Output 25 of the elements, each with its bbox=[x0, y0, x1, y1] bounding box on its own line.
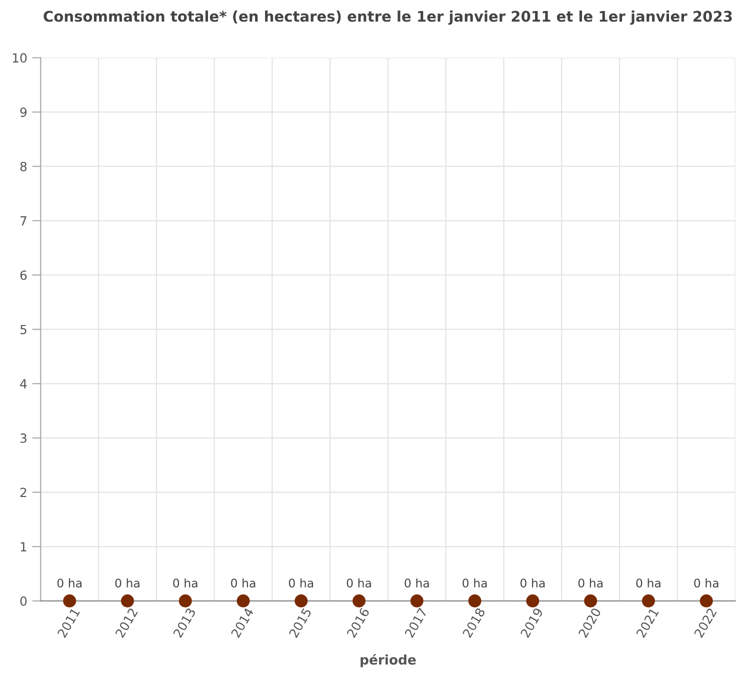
y-tick-label: 6 bbox=[20, 270, 27, 280]
y-tick-label: 10 bbox=[12, 53, 27, 63]
y-tick-label: 3 bbox=[20, 433, 26, 443]
y-tick-label: 2 bbox=[20, 488, 26, 498]
data-label: 0 ha bbox=[115, 578, 140, 588]
y-tick-label: 9 bbox=[20, 108, 27, 117]
data-label: 0 ha bbox=[173, 578, 198, 588]
data-label: 0 ha bbox=[57, 578, 82, 588]
data-label: 0 ha bbox=[578, 578, 603, 588]
data-label: 0 ha bbox=[520, 578, 545, 588]
data-label: 0 ha bbox=[404, 578, 429, 588]
data-label: 0 ha bbox=[462, 578, 487, 588]
data-label: 0 ha bbox=[694, 578, 718, 588]
data-label: 0 ha bbox=[636, 578, 660, 588]
data-label: 0 ha bbox=[231, 578, 256, 588]
y-tick-label: 5 bbox=[20, 324, 26, 334]
x-axis-title: période bbox=[360, 654, 416, 668]
data-label: 0 ha bbox=[288, 578, 314, 588]
data-label: 0 ha bbox=[346, 578, 371, 588]
y-tick-label: 7 bbox=[20, 216, 26, 226]
chart-title: Consommation totale* (en hectares) entre le 1er janvier 2011 et le 1er janvier 2023 bbox=[44, 10, 732, 25]
y-tick-label: 0 bbox=[20, 596, 27, 606]
y-tick-label: 1 bbox=[20, 542, 26, 552]
y-tick-label: 4 bbox=[20, 379, 27, 388]
y-tick-label: 8 bbox=[20, 162, 27, 172]
